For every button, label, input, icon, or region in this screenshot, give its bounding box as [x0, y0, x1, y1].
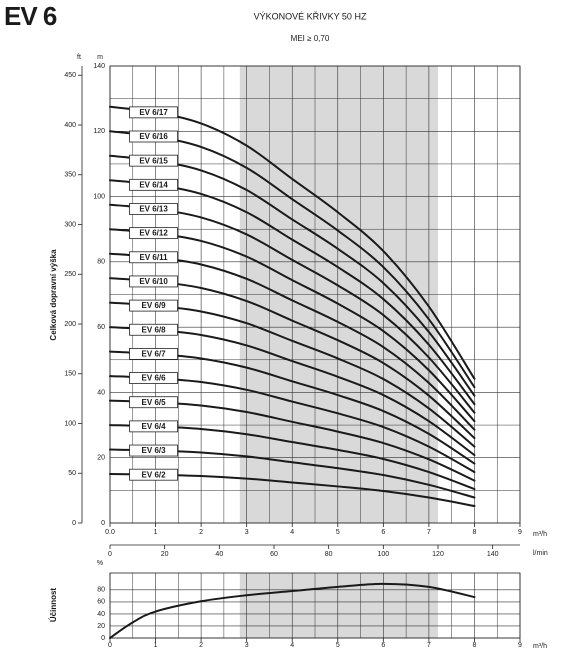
x-tick-label: 1: [154, 642, 158, 649]
page-title: EV 6: [4, 1, 57, 31]
y2-tick-label: 100: [64, 420, 76, 427]
curve-label-box: [129, 348, 178, 360]
x-tick-label: 7: [427, 642, 431, 649]
x-tick-label: 5: [336, 529, 340, 536]
curve-label: EV 6/15: [139, 156, 168, 165]
x-tick-label: 0: [108, 642, 112, 649]
y-tick-label: 120: [93, 128, 105, 135]
x-tick-label: 9: [518, 529, 522, 536]
y-tick-label: 0: [101, 635, 105, 642]
curve-label-box: [129, 396, 178, 409]
curve-label-box: [129, 468, 178, 481]
x2-tick-label: 40: [215, 551, 223, 558]
curve-label: EV 6/6: [142, 374, 167, 383]
y2-tick-label: 150: [64, 371, 76, 378]
y-tick-label: 40: [97, 389, 105, 396]
y-axis-label: Celková dopravní výška: [49, 249, 58, 341]
x-tick-label: 7: [427, 529, 431, 536]
curve-label: EV 6/14: [139, 180, 168, 189]
curve-label: EV 6/2: [142, 470, 167, 479]
y2-tick-label: 350: [64, 172, 76, 179]
x-tick-label: 3: [245, 642, 249, 649]
x-unit: m³/h: [533, 531, 547, 538]
y-tick-label: 40: [97, 611, 105, 618]
curve-label: EV 6/10: [139, 277, 168, 286]
x-tick-label: 1: [154, 529, 158, 536]
x2-tick-label: 100: [377, 551, 389, 558]
x2-tick-label: 120: [432, 551, 444, 558]
curve-label-box: [129, 372, 178, 384]
y-axis-label: Účinnost: [49, 588, 58, 623]
x-tick-label: 4: [290, 529, 294, 536]
x-tick-label: 6: [381, 529, 385, 536]
y2-tick-label: 300: [64, 221, 76, 228]
curve-label: EV 6/17: [139, 108, 168, 117]
x-unit: m³/h: [533, 643, 547, 650]
chart-title: VÝKONOVÉ KŘIVKY 50 HZ: [254, 11, 367, 21]
curve-label-box: [129, 227, 178, 240]
y-tick-label: 60: [97, 599, 105, 606]
y-unit: %: [97, 560, 103, 567]
y-tick-label: 20: [97, 623, 105, 630]
y-tick-label: 20: [97, 455, 105, 462]
x-tick-label: 2: [199, 642, 203, 649]
y-tick-label: 60: [97, 324, 105, 331]
curve-label-box: [129, 178, 178, 191]
y-tick-label: 80: [97, 259, 105, 266]
x-tick-label: 0.0: [105, 529, 115, 536]
x-tick-label: 4: [290, 642, 294, 649]
x-tick-label: 9: [518, 642, 522, 649]
y2-tick-label: 200: [64, 321, 76, 328]
curve-label: EV 6/8: [142, 325, 167, 334]
curve-label: EV 6/11: [140, 253, 169, 262]
curve-label-box: [129, 106, 178, 119]
curve-label-box: [129, 444, 178, 457]
curve-label: EV 6/12: [139, 229, 168, 238]
y2-tick-label: 450: [64, 72, 76, 79]
x-tick-label: 6: [381, 642, 385, 649]
curve-label-box: [129, 130, 178, 143]
curve-label: EV 6/3: [142, 446, 167, 455]
curve-label-box: [129, 420, 178, 433]
curve-label-box: [129, 275, 178, 288]
curve-label: EV 6/9: [142, 301, 167, 310]
x-tick-label: 8: [472, 529, 476, 536]
curve: [109, 582, 476, 639]
y2-tick-label: 250: [64, 271, 76, 278]
plot-border: [109, 65, 521, 524]
curve-label: EV 6/5: [142, 398, 167, 407]
curve-label: EV 6/13: [139, 205, 168, 214]
y-tick-label: 0: [101, 520, 105, 527]
x-tick-label: 3: [245, 529, 249, 536]
chart-subtitle: MEI ≥ 0,70: [291, 34, 330, 43]
x2-tick-label: 80: [325, 551, 333, 558]
x2-tick-label: 20: [161, 551, 169, 558]
y2-tick-label: 50: [68, 470, 76, 477]
y2-tick-label: 0: [72, 520, 76, 527]
x2-tick-label: 60: [270, 551, 278, 558]
x2-tick-label: 140: [487, 551, 499, 558]
y-tick-label: 80: [97, 587, 105, 594]
plot-border: [109, 572, 521, 639]
y2-tick-label: 400: [64, 122, 76, 129]
curve-label-box: [129, 251, 178, 264]
x2-tick-label: 0: [108, 551, 112, 558]
y-tick-label: 100: [93, 193, 105, 200]
y2-unit: ft: [77, 54, 81, 61]
x-tick-label: 2: [199, 529, 203, 536]
curve-label: EV 6/4: [142, 422, 167, 431]
curve-label: EV 6/7: [142, 350, 167, 359]
x-tick-label: 5: [336, 642, 340, 649]
x-tick-label: 8: [472, 642, 476, 649]
curve-label-box: [129, 203, 178, 215]
curve-label: EV 6/16: [139, 132, 168, 141]
curve-label-box: [129, 299, 178, 312]
curve-label-box: [129, 323, 178, 336]
curve-label-box: [129, 154, 178, 167]
x2-unit: l/min: [533, 550, 548, 557]
y-unit: m: [97, 54, 103, 61]
y-tick-label: 140: [93, 63, 105, 70]
